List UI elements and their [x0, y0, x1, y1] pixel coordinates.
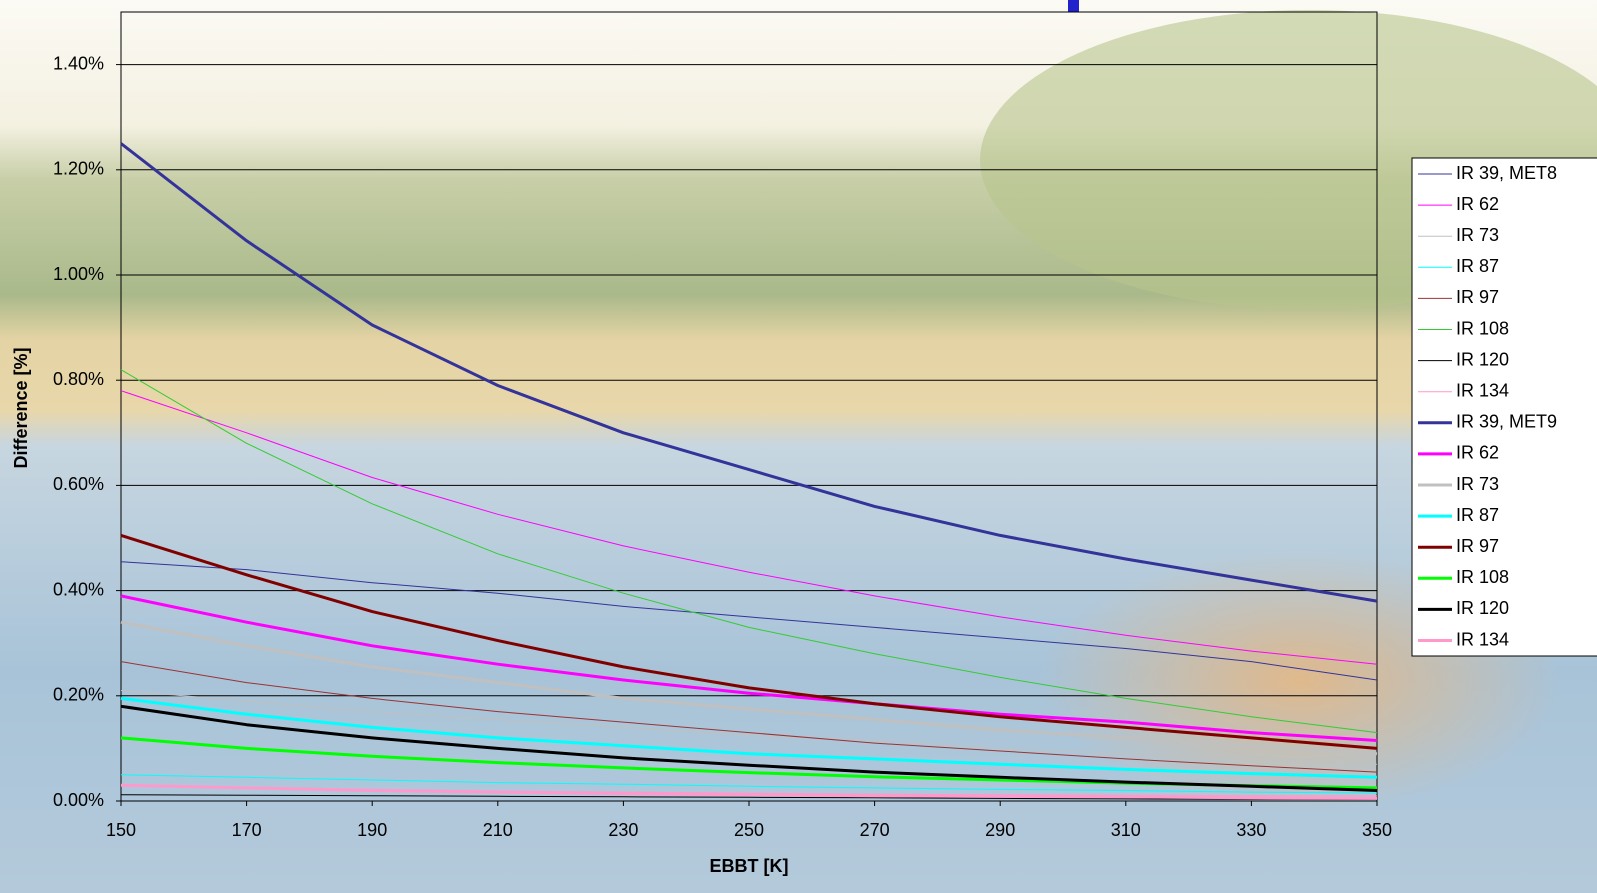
legend-label: IR 73: [1456, 225, 1499, 245]
x-tick-label: 290: [985, 820, 1015, 840]
y-tick-label: 1.00%: [53, 264, 104, 284]
y-tick-label: 0.60%: [53, 474, 104, 494]
legend-label: IR 97: [1456, 287, 1499, 307]
legend-label: IR 134: [1456, 380, 1509, 400]
x-tick-label: 210: [483, 820, 513, 840]
x-tick-label: 190: [357, 820, 387, 840]
legend-label: IR 87: [1456, 505, 1499, 525]
chart: 0.00% 0.20% 0.40% 0.60% 0.80% 1.00% 1.20% 1.40%…: [0, 0, 1597, 893]
legend-label: IR 62: [1456, 194, 1499, 214]
legend-label: IR 134: [1456, 629, 1509, 649]
legend-label: IR 97: [1456, 536, 1499, 556]
page: 0.00% 0.20% 0.40% 0.60% 0.80% 1.00% 1.20% 1.40%…: [0, 0, 1597, 893]
x-tick-label: 250: [734, 820, 764, 840]
x-tick-label: 150: [106, 820, 136, 840]
legend-label: IR 39, MET9: [1456, 412, 1557, 432]
x-tick-label: 310: [1111, 820, 1141, 840]
x-tick-label: 270: [860, 820, 890, 840]
y-tick-label: 0.00%: [53, 790, 104, 810]
x-tick-label: 350: [1362, 820, 1392, 840]
legend-label: IR 62: [1456, 443, 1499, 463]
x-axis-label: EBBT [K]: [710, 856, 789, 876]
y-tick-label: 0.40%: [53, 579, 104, 599]
legend-label: IR 108: [1456, 567, 1509, 587]
x-tick-label: 170: [232, 820, 262, 840]
y-tick-label: 0.80%: [53, 369, 104, 389]
y-tick-label: 1.20%: [53, 159, 104, 179]
legend-label: IR 120: [1456, 598, 1509, 618]
y-axis-label: Difference [%]: [11, 347, 31, 468]
y-tick-label: 0.20%: [53, 685, 104, 705]
legend-label: IR 120: [1456, 349, 1509, 369]
legend-label: IR 108: [1456, 318, 1509, 338]
legend-label: IR 73: [1456, 474, 1499, 494]
legend-label: IR 87: [1456, 256, 1499, 276]
decoration: [1068, 0, 1079, 12]
y-tick-label: 1.40%: [53, 53, 104, 73]
legend-label: IR 39, MET8: [1456, 163, 1557, 183]
x-tick-label: 230: [608, 820, 638, 840]
x-tick-label: 330: [1236, 820, 1266, 840]
